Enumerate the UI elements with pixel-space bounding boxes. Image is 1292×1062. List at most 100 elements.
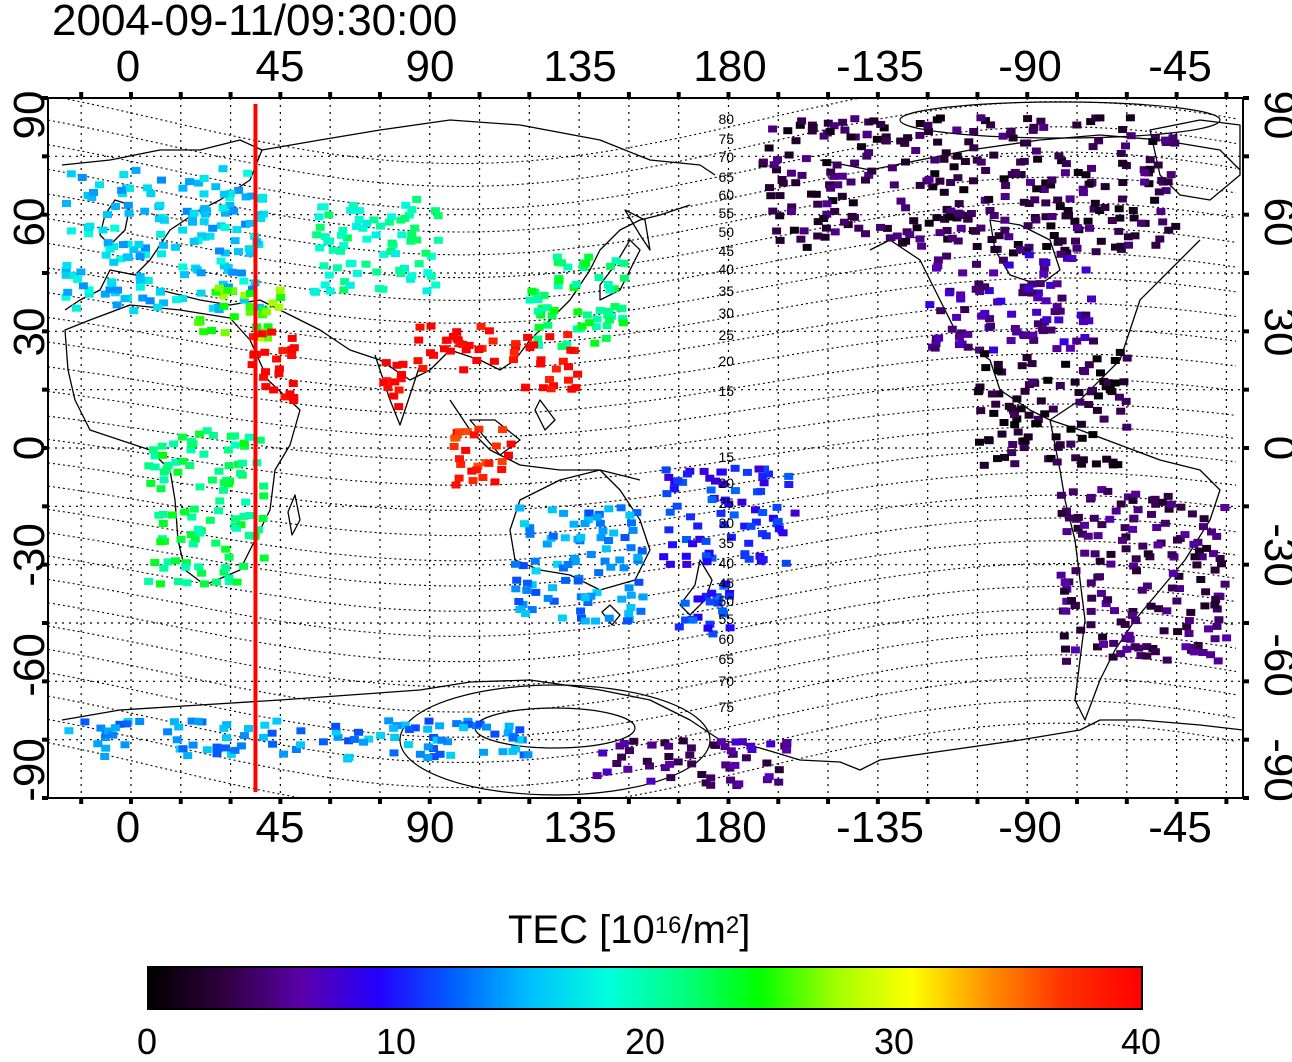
tec-cell	[682, 470, 692, 478]
tec-cell	[395, 266, 405, 274]
tec-cell	[1086, 607, 1096, 615]
tec-cell	[343, 755, 353, 763]
tec-cell	[185, 462, 195, 469]
tec-cell	[448, 332, 458, 340]
tec-cell	[1129, 562, 1139, 570]
tec-cell	[1028, 331, 1038, 339]
tec-cell	[942, 252, 952, 260]
contour-line	[48, 176, 1237, 256]
tec-cell	[774, 525, 784, 533]
tec-cell	[986, 322, 995, 330]
tec-cell	[245, 512, 255, 519]
tec-cell	[412, 236, 422, 244]
tec-cell	[977, 312, 987, 320]
tec-cell	[1193, 642, 1203, 649]
tec-cell	[1076, 420, 1086, 428]
tec-cell	[389, 392, 399, 400]
tec-cell	[187, 513, 197, 521]
tec-cell	[1085, 224, 1094, 232]
tec-cell	[1222, 634, 1232, 642]
tec-cell	[1054, 152, 1064, 160]
tec-cell	[272, 717, 282, 725]
tec-cell	[665, 560, 675, 568]
tec-cell	[188, 540, 198, 548]
tec-cell	[390, 378, 400, 386]
tec-cell	[157, 442, 167, 450]
tec-cell	[1138, 542, 1148, 550]
tec-cell	[1007, 310, 1017, 318]
tec-cell	[1151, 500, 1161, 508]
tec-cell	[534, 323, 544, 331]
tec-cell	[221, 744, 231, 752]
tec-cell	[957, 340, 967, 348]
tec-cell	[172, 296, 182, 304]
tec-cell	[622, 617, 632, 625]
tec-cell	[1055, 203, 1065, 211]
contour-label-south-25: 25	[718, 495, 734, 511]
tec-cell	[389, 749, 399, 757]
tec-cell	[138, 294, 148, 302]
tec-cell	[624, 584, 634, 592]
tec-cell	[661, 466, 671, 474]
tec-cell	[381, 359, 391, 367]
tec-cell	[1111, 243, 1120, 251]
tec-cell	[939, 155, 949, 163]
tec-cell	[607, 312, 616, 320]
tec-cell	[1061, 645, 1070, 653]
tec-cell	[476, 322, 486, 330]
contour-label-south-60: 60	[718, 631, 734, 647]
contour-labels-north: 80 75 70 65 60 55 50 45 40 35 30 25 20 15	[718, 111, 734, 399]
tec-cell	[384, 218, 394, 226]
tec-cell	[72, 304, 81, 312]
tec-cell	[188, 741, 198, 749]
tec-cell	[455, 340, 465, 348]
tec-cell	[714, 595, 724, 603]
tec-cell	[740, 550, 750, 558]
tec-cell	[706, 486, 716, 494]
tec-cell	[821, 224, 831, 232]
contour-line	[48, 302, 1237, 370]
tec-cell	[600, 557, 610, 565]
tec-cell	[455, 455, 464, 463]
tec-cell	[218, 204, 228, 212]
tec-cell	[76, 268, 86, 276]
tec-cell	[627, 519, 636, 527]
tec-cell	[497, 466, 507, 473]
tec-cell	[1110, 357, 1120, 364]
tec-cell	[619, 274, 629, 282]
tec-cell	[372, 268, 382, 276]
tec-cell	[1168, 134, 1178, 142]
tec-cell	[718, 607, 728, 615]
tec-cell	[872, 135, 882, 143]
tec-cell	[1105, 515, 1115, 523]
tec-cell	[533, 296, 543, 303]
tec-cell	[1168, 569, 1178, 577]
tec-cell	[212, 750, 222, 758]
tec-cell	[536, 311, 546, 319]
tec-cell	[1199, 515, 1209, 523]
tec-cell	[95, 181, 104, 189]
tec-cell	[397, 231, 407, 239]
tec-cell	[229, 313, 239, 321]
tec-cell	[167, 511, 177, 519]
tec-cell	[618, 315, 628, 322]
tec-cell	[573, 577, 583, 585]
tec-cell	[764, 470, 773, 478]
tec-cell	[1046, 181, 1056, 189]
tec-cell	[258, 210, 268, 218]
tec-cell	[518, 562, 528, 570]
tec-cell	[688, 540, 698, 548]
tec-cell	[1033, 415, 1043, 423]
tec-cell	[354, 728, 363, 736]
tec-cell	[1158, 218, 1168, 226]
tec-cell	[396, 216, 406, 224]
tec-cell	[288, 380, 298, 387]
tec-cell	[1053, 196, 1063, 204]
tec-cell	[344, 737, 354, 745]
tec-cell	[1089, 205, 1099, 213]
tec-cell	[219, 724, 229, 732]
tec-cell	[514, 598, 524, 605]
tec-cell	[1184, 617, 1194, 625]
tec-cell	[766, 192, 776, 200]
